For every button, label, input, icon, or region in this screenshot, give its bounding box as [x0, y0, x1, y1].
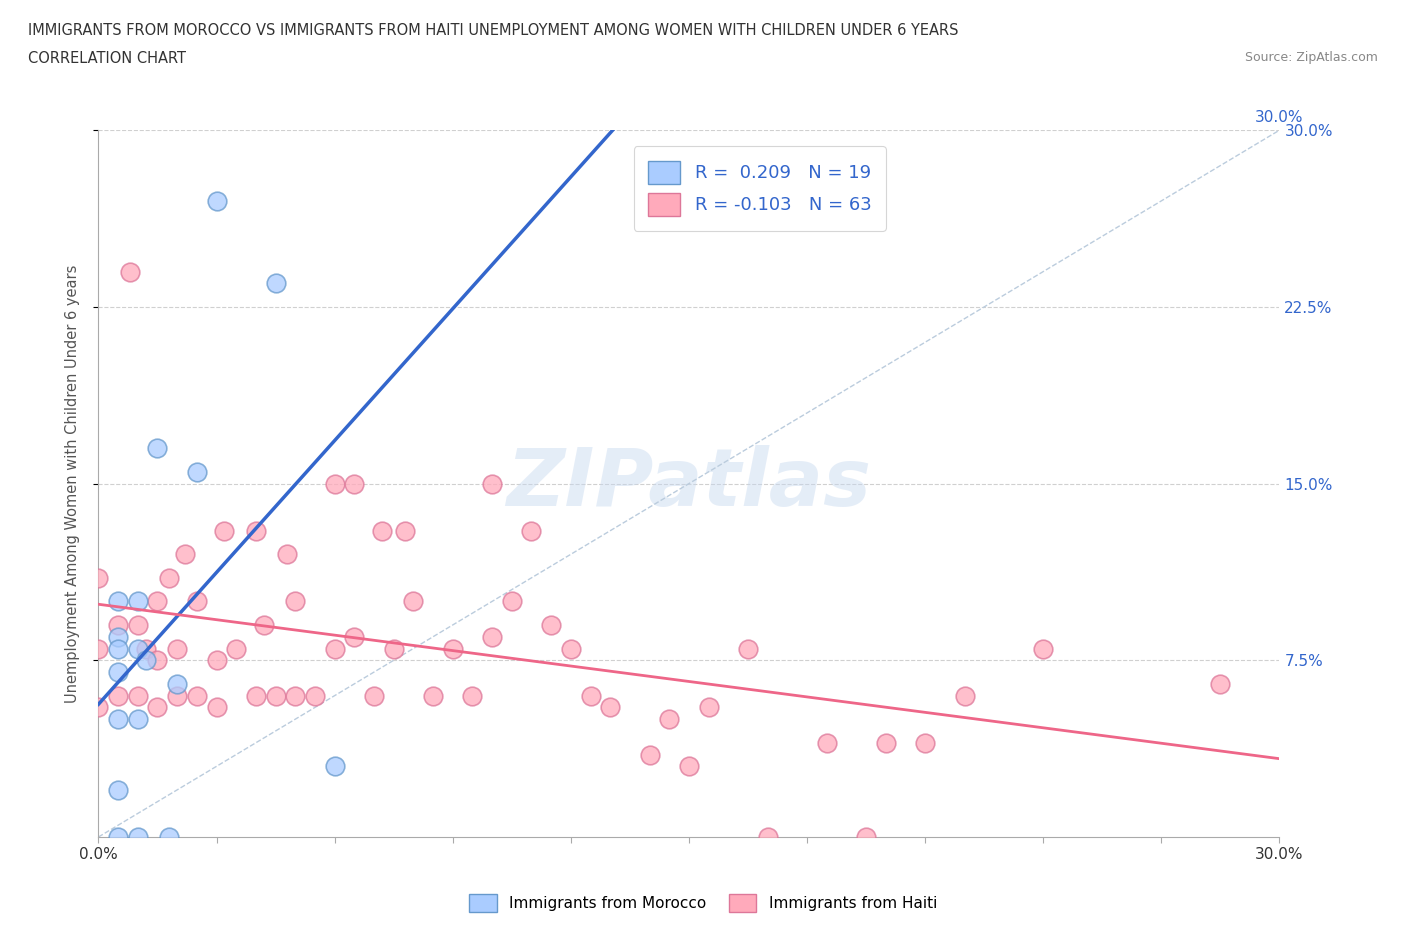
Point — [107, 688, 129, 703]
Point — [127, 830, 149, 844]
Point — [146, 653, 169, 668]
Point — [107, 641, 129, 656]
Point — [157, 830, 180, 844]
Point — [540, 618, 562, 632]
Point — [371, 524, 394, 538]
Point — [166, 676, 188, 691]
Point — [107, 782, 129, 797]
Y-axis label: Unemployment Among Women with Children Under 6 years: Unemployment Among Women with Children U… — [65, 264, 80, 703]
Point — [205, 700, 228, 715]
Point — [186, 688, 208, 703]
Point — [225, 641, 247, 656]
Point — [875, 736, 897, 751]
Text: CORRELATION CHART: CORRELATION CHART — [28, 51, 186, 66]
Point — [107, 618, 129, 632]
Point — [118, 264, 141, 279]
Point — [107, 830, 129, 844]
Point — [579, 688, 602, 703]
Point — [87, 641, 110, 656]
Point — [382, 641, 405, 656]
Point — [658, 711, 681, 726]
Point — [304, 688, 326, 703]
Point — [284, 594, 307, 609]
Point — [481, 476, 503, 491]
Point — [253, 618, 276, 632]
Point — [157, 570, 180, 585]
Point — [107, 630, 129, 644]
Legend: Immigrants from Morocco, Immigrants from Haiti: Immigrants from Morocco, Immigrants from… — [463, 888, 943, 918]
Point — [1032, 641, 1054, 656]
Point — [599, 700, 621, 715]
Point — [422, 688, 444, 703]
Point — [245, 688, 267, 703]
Point — [855, 830, 877, 844]
Text: IMMIGRANTS FROM MOROCCO VS IMMIGRANTS FROM HAITI UNEMPLOYMENT AMONG WOMEN WITH C: IMMIGRANTS FROM MOROCCO VS IMMIGRANTS FR… — [28, 23, 959, 38]
Point — [756, 830, 779, 844]
Point — [481, 630, 503, 644]
Point — [343, 630, 366, 644]
Text: Source: ZipAtlas.com: Source: ZipAtlas.com — [1244, 51, 1378, 64]
Point — [638, 747, 661, 762]
Point — [815, 736, 838, 751]
Point — [127, 618, 149, 632]
Text: ZIPatlas: ZIPatlas — [506, 445, 872, 523]
Legend: R =  0.209   N = 19, R = -0.103   N = 63: R = 0.209 N = 19, R = -0.103 N = 63 — [634, 146, 886, 231]
Point — [323, 641, 346, 656]
Point — [953, 688, 976, 703]
Point — [363, 688, 385, 703]
Point — [276, 547, 298, 562]
Point — [186, 464, 208, 479]
Point — [127, 594, 149, 609]
Point — [135, 653, 157, 668]
Point — [205, 193, 228, 208]
Point — [166, 688, 188, 703]
Point — [323, 476, 346, 491]
Point — [697, 700, 720, 715]
Point — [501, 594, 523, 609]
Point — [264, 688, 287, 703]
Point — [87, 570, 110, 585]
Point — [461, 688, 484, 703]
Point — [214, 524, 236, 538]
Point — [284, 688, 307, 703]
Point — [146, 441, 169, 456]
Point — [205, 653, 228, 668]
Point — [323, 759, 346, 774]
Point — [107, 594, 129, 609]
Point — [402, 594, 425, 609]
Point — [343, 476, 366, 491]
Point — [441, 641, 464, 656]
Point — [166, 641, 188, 656]
Point — [264, 276, 287, 291]
Point — [135, 641, 157, 656]
Point — [87, 700, 110, 715]
Point — [678, 759, 700, 774]
Point — [127, 711, 149, 726]
Point — [1209, 676, 1232, 691]
Point — [127, 641, 149, 656]
Point — [146, 594, 169, 609]
Point — [174, 547, 197, 562]
Point — [186, 594, 208, 609]
Point — [560, 641, 582, 656]
Point — [737, 641, 759, 656]
Point — [107, 711, 129, 726]
Point — [107, 665, 129, 680]
Point — [520, 524, 543, 538]
Point — [245, 524, 267, 538]
Point — [914, 736, 936, 751]
Point — [394, 524, 416, 538]
Point — [146, 700, 169, 715]
Point — [127, 688, 149, 703]
